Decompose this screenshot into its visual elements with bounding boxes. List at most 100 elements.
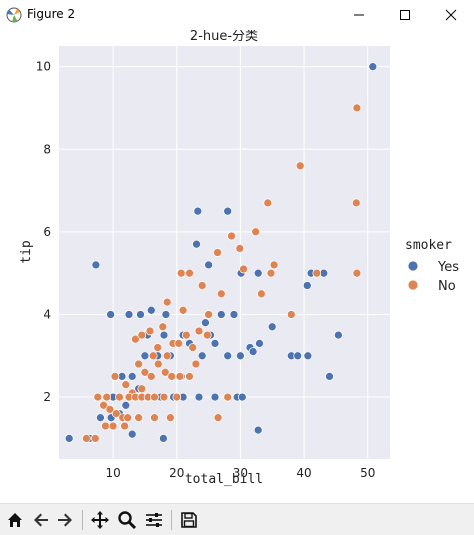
scatter-point-yes — [210, 339, 220, 348]
maximize-button[interactable] — [382, 0, 428, 30]
scatter-point-no — [150, 392, 159, 402]
scatter-point-no — [269, 260, 279, 270]
scatter-point-no — [134, 413, 143, 423]
scatter-point-yes — [216, 310, 226, 319]
close-button[interactable] — [428, 0, 474, 30]
scatter-point-no — [158, 322, 168, 332]
scatter-point-no — [162, 351, 172, 361]
scatter-point-no — [105, 405, 115, 414]
scatter-point-yes — [255, 339, 264, 348]
x-tick-label: 30 — [233, 466, 248, 480]
scatter-point-yes — [293, 351, 303, 361]
scatter-point-no — [137, 330, 147, 340]
scatter-point-yes — [136, 310, 145, 319]
scatter-point-no — [146, 372, 156, 381]
scatter-point-no — [93, 392, 103, 402]
scatter-point-no — [175, 372, 185, 381]
scatter-point-no — [145, 326, 155, 336]
scatter-point-no — [82, 434, 91, 443]
home-button[interactable] — [4, 509, 26, 531]
scatter-point-yes — [302, 281, 312, 290]
scatter-point-no — [110, 372, 120, 381]
x-tick-label: 40 — [296, 466, 311, 480]
scatter-point-yes — [325, 372, 334, 381]
scatter-point-yes — [237, 392, 247, 402]
scatter-point-yes — [64, 434, 74, 443]
y-tick-label: 10 — [36, 60, 51, 74]
scatter-chart: 10 20 30 40 50 2 4 6 8 10 2-hue-分类 total_bill tip… — [19, 29, 459, 487]
legend-title: smoker — [405, 238, 452, 253]
scatter-point-yes — [193, 206, 203, 216]
scatter-point-no — [286, 310, 296, 319]
figure-canvas[interactable]: 10 20 30 40 50 2 4 6 8 10 2-hue-分类 total_bill tip… — [0, 29, 474, 503]
scatter-point-yes — [140, 351, 150, 361]
configure-subplots-button[interactable] — [143, 509, 165, 531]
chart-title: 2-hue-分类 — [190, 30, 258, 44]
y-tick-label: 4 — [43, 307, 51, 321]
subplots-config-icon — [146, 513, 162, 527]
x-tick-label: 20 — [169, 466, 184, 480]
scatter-point-no — [239, 264, 248, 274]
scatter-point-yes — [204, 260, 213, 270]
scatter-point-no — [172, 392, 182, 402]
y-tick-label: 6 — [43, 225, 51, 239]
scatter-point-no — [185, 268, 194, 278]
scatter-point-yes — [159, 434, 168, 443]
close-icon — [445, 9, 457, 21]
scatter-point-no — [174, 339, 184, 348]
scatter-point-yes — [334, 330, 343, 340]
scatter-point-no — [202, 330, 212, 340]
scatter-point-no — [191, 359, 201, 369]
toolbar-separator — [82, 510, 83, 530]
scatter-point-no — [352, 103, 362, 113]
matplotlib-icon — [6, 7, 22, 23]
scatter-point-no — [134, 359, 143, 369]
scatter-point-yes — [223, 351, 233, 361]
x-tick-label: 10 — [105, 466, 120, 480]
home-icon — [8, 513, 22, 527]
scatter-point-yes — [253, 268, 263, 278]
pan-button[interactable] — [89, 509, 111, 531]
scatter-point-yes — [192, 239, 201, 249]
scatter-point-no — [159, 392, 169, 402]
scatter-point-no — [216, 289, 226, 299]
scatter-point-no — [137, 384, 147, 394]
scatter-point-yes — [210, 392, 220, 402]
scatter-point-yes — [248, 347, 258, 356]
scatter-point-no — [204, 310, 213, 319]
y-tick-label: 8 — [43, 142, 51, 156]
scatter-point-no — [167, 372, 177, 381]
scatter-point-yes — [159, 330, 169, 340]
scatter-point-no — [351, 198, 361, 208]
scatter-point-yes — [201, 318, 210, 328]
minimize-icon — [354, 14, 364, 16]
back-button[interactable] — [30, 509, 52, 531]
pan-icon — [91, 511, 109, 529]
scatter-point-no — [251, 227, 261, 237]
x-tick-label: 50 — [360, 466, 375, 480]
scatter-point-no — [153, 359, 163, 369]
navigation-toolbar — [0, 503, 474, 535]
scatter-point-yes — [303, 351, 313, 361]
minimize-button[interactable] — [336, 0, 382, 30]
save-icon — [181, 512, 197, 528]
scatter-point-no — [223, 392, 233, 402]
tick-labels: 10 20 30 40 50 2 4 6 8 10 — [36, 60, 376, 480]
scatter-point-no — [166, 413, 175, 423]
window-title: Figure 2 — [27, 7, 76, 21]
zoom-icon — [118, 511, 137, 530]
scatter-point-no — [263, 198, 273, 208]
zoom-button[interactable] — [116, 509, 138, 531]
y-tick-label: 2 — [43, 390, 51, 404]
save-button[interactable] — [178, 509, 200, 531]
scatter-point-no — [312, 268, 322, 278]
scatter-point-no — [102, 392, 112, 402]
scatter-point-yes — [124, 310, 134, 319]
scatter-point-no — [162, 297, 172, 307]
forward-button[interactable] — [54, 509, 76, 531]
scatter-point-yes — [368, 62, 378, 72]
scatter-point-yes — [96, 413, 105, 423]
scatter-point-no — [90, 434, 100, 443]
scatter-point-yes — [267, 322, 277, 332]
legend-marker-no — [407, 279, 419, 291]
